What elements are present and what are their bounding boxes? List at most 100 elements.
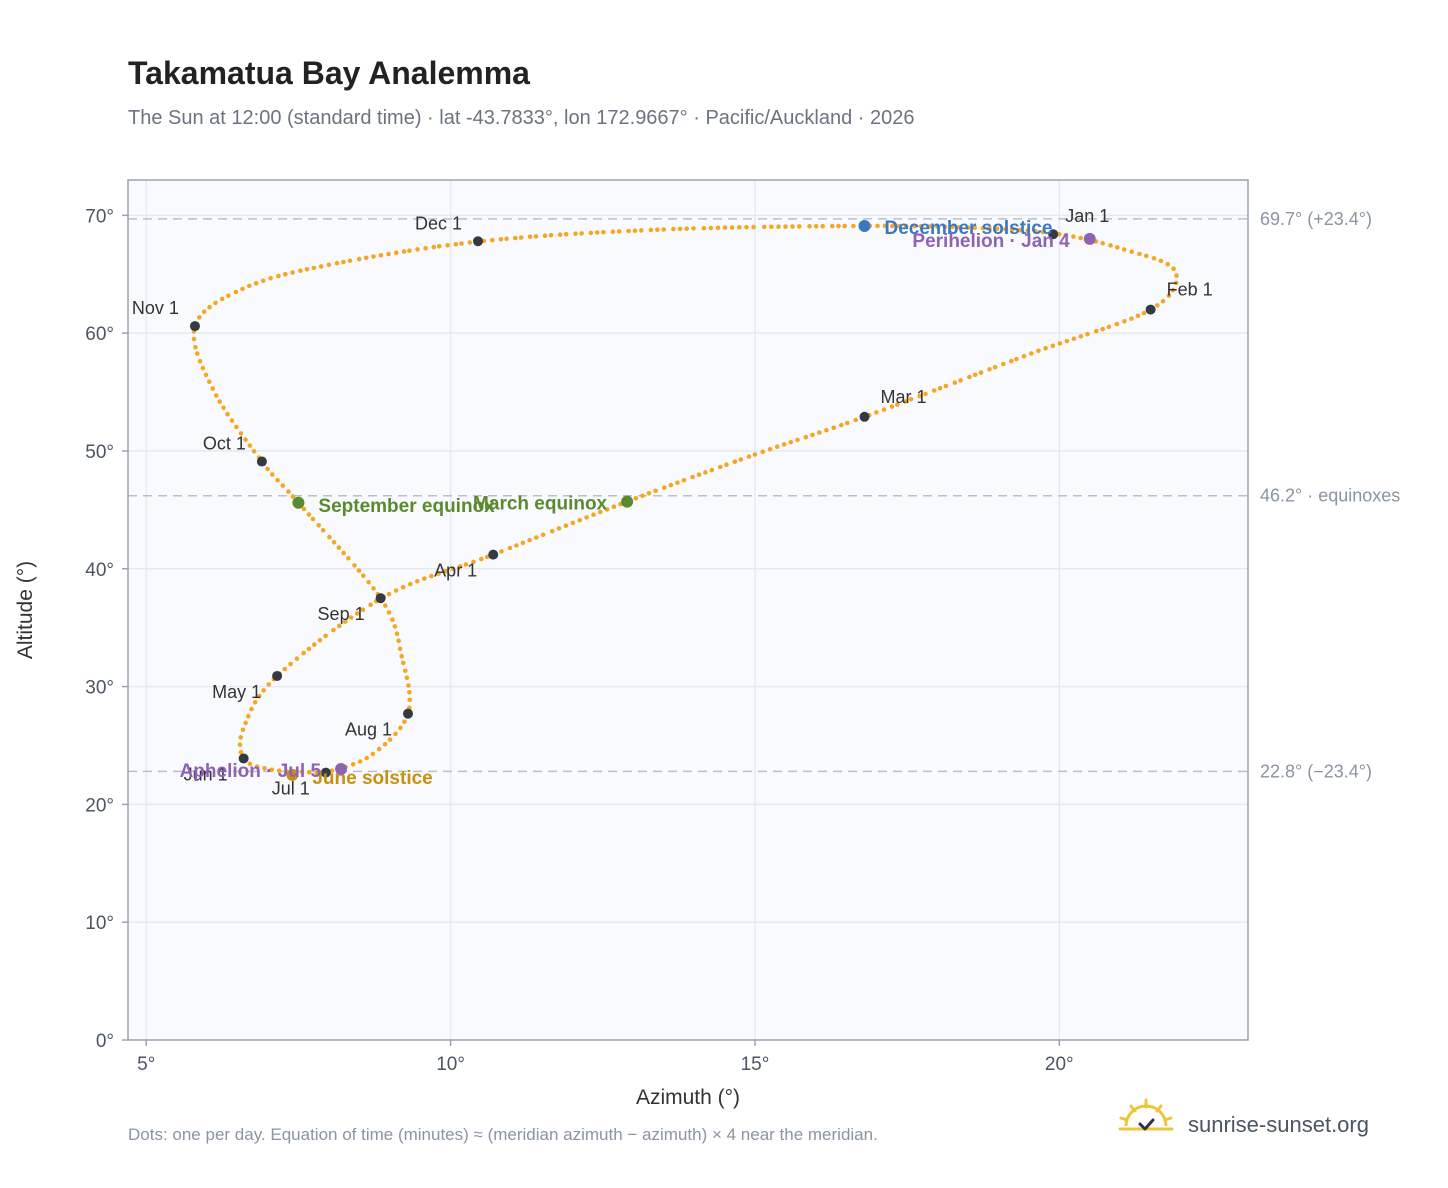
- daily-sun-dot: [790, 224, 795, 229]
- daily-sun-path: [191, 223, 1179, 776]
- daily-sun-dot: [415, 579, 420, 584]
- daily-sun-dot: [306, 646, 312, 652]
- daily-sun-dot: [994, 226, 1000, 232]
- month-dot: [272, 670, 283, 681]
- daily-sun-dot: [1155, 303, 1160, 308]
- daily-sun-dot: [781, 442, 787, 447]
- daily-sun-dot: [1158, 258, 1164, 264]
- daily-sun-dot: [191, 336, 197, 342]
- daily-sun-dot: [980, 225, 986, 231]
- brand-name: sunrise-sunset.org: [1188, 1112, 1369, 1137]
- daily-sun-dot: [738, 457, 744, 462]
- daily-sun-dot: [382, 741, 388, 747]
- daily-sun-dot: [213, 393, 219, 398]
- daily-sun-dot: [813, 224, 819, 229]
- daily-sun-dot: [290, 494, 296, 499]
- daily-sun-dot: [556, 526, 562, 531]
- month-label: Mar 1: [881, 387, 927, 407]
- daily-sun-dot: [400, 584, 406, 590]
- daily-sun-dot: [246, 713, 251, 719]
- daily-sun-dot: [604, 507, 610, 512]
- daily-sun-dot: [1129, 249, 1134, 254]
- daily-sun-dot: [401, 660, 406, 666]
- y-tick-label: 40°: [85, 560, 114, 581]
- daily-sun-dot: [1173, 280, 1179, 286]
- daily-sun-dot: [533, 234, 539, 239]
- daily-sun-dot: [357, 759, 363, 764]
- daily-sun-dot: [949, 224, 955, 230]
- daily-sun-dot: [504, 236, 509, 242]
- daily-sun-dot: [219, 296, 225, 302]
- daily-sun-dot: [681, 478, 687, 483]
- daily-sun-dot: [684, 226, 689, 231]
- daily-sun-dot: [386, 591, 392, 597]
- month-dot: [1048, 229, 1059, 240]
- y-axis-ticks: 0° 10° 20° 30° 40° 50° 60° 70°: [85, 206, 128, 1052]
- daily-sun-dot: [653, 488, 658, 494]
- y-tick-label: 70°: [85, 206, 114, 227]
- month-label: Dec 1: [415, 213, 462, 233]
- daily-sun-dot: [238, 735, 243, 740]
- x-tick-label: 5°: [137, 1054, 155, 1075]
- daily-sun-dot: [942, 224, 948, 230]
- event-label: Perihelion · Jan 4: [912, 231, 1070, 252]
- daily-sun-dot: [317, 638, 323, 643]
- daily-sun-dot: [1085, 331, 1090, 337]
- daily-sun-dot: [499, 549, 504, 554]
- daily-sun-dot: [1106, 324, 1112, 330]
- reference-line-label: 22.8° (−23.4°): [1260, 761, 1372, 781]
- daily-sun-dot: [240, 727, 246, 733]
- daily-sun-dot: [431, 244, 437, 250]
- daily-sun-dot: [640, 493, 645, 499]
- daily-sun-dot: [1151, 255, 1157, 261]
- daily-sun-dot: [1121, 247, 1127, 252]
- daily-sun-dot: [406, 683, 411, 688]
- daily-sun-dot: [1100, 326, 1105, 332]
- x-tick-label: 15°: [741, 1054, 770, 1075]
- daily-sun-dot: [729, 225, 735, 230]
- daily-sun-dot: [903, 399, 908, 404]
- daily-sun-dot: [803, 434, 809, 440]
- daily-sun-dot: [364, 755, 370, 761]
- daily-sun-dot: [207, 379, 212, 385]
- daily-sun-dot: [807, 224, 812, 229]
- daily-sun-dot: [931, 388, 937, 393]
- daily-sun-dot: [601, 229, 606, 235]
- daily-sun-dot: [577, 517, 582, 523]
- daily-sun-dot: [783, 224, 788, 229]
- daily-sun-dot: [403, 668, 408, 674]
- daily-sun-dot: [895, 402, 900, 407]
- daily-sun-dot: [342, 619, 348, 624]
- daily-sun-dot: [453, 241, 459, 247]
- daily-sun-dot: [207, 304, 212, 310]
- daily-sun-dot: [668, 482, 674, 488]
- daily-sun-dot: [404, 675, 410, 680]
- daily-sun-dot: [238, 431, 244, 436]
- daily-sun-dot: [769, 224, 774, 230]
- daily-sun-dot: [579, 231, 584, 236]
- daily-sun-dot: [197, 315, 202, 320]
- daily-sun-dot: [903, 223, 909, 229]
- daily-sun-dot: [717, 464, 723, 470]
- daily-sun-dot: [336, 545, 342, 550]
- event-label: December solstice: [885, 218, 1053, 239]
- daily-sun-dot: [626, 228, 631, 234]
- event-label: September equinox: [318, 496, 495, 517]
- daily-sun-dot: [1129, 316, 1134, 321]
- daily-sun-dot: [348, 615, 354, 620]
- daily-sun-dot: [299, 769, 305, 775]
- y-axis-label: Altitude (°): [14, 561, 37, 659]
- daily-sun-dot: [197, 359, 203, 364]
- daily-sun-dot: [266, 682, 272, 687]
- daily-sun-dot: [401, 249, 407, 254]
- daily-sun-dot: [282, 666, 288, 672]
- daily-sun-dot: [254, 764, 260, 769]
- daily-sun-dot: [240, 286, 245, 292]
- daily-sun-dot: [851, 223, 856, 229]
- daily-sun-dot: [542, 233, 548, 238]
- daily-sun-dot: [394, 631, 400, 636]
- daily-sun-dot: [616, 229, 622, 234]
- daily-sun-dot: [972, 225, 978, 231]
- month-dot: [189, 321, 200, 332]
- daily-sun-dot: [972, 372, 978, 378]
